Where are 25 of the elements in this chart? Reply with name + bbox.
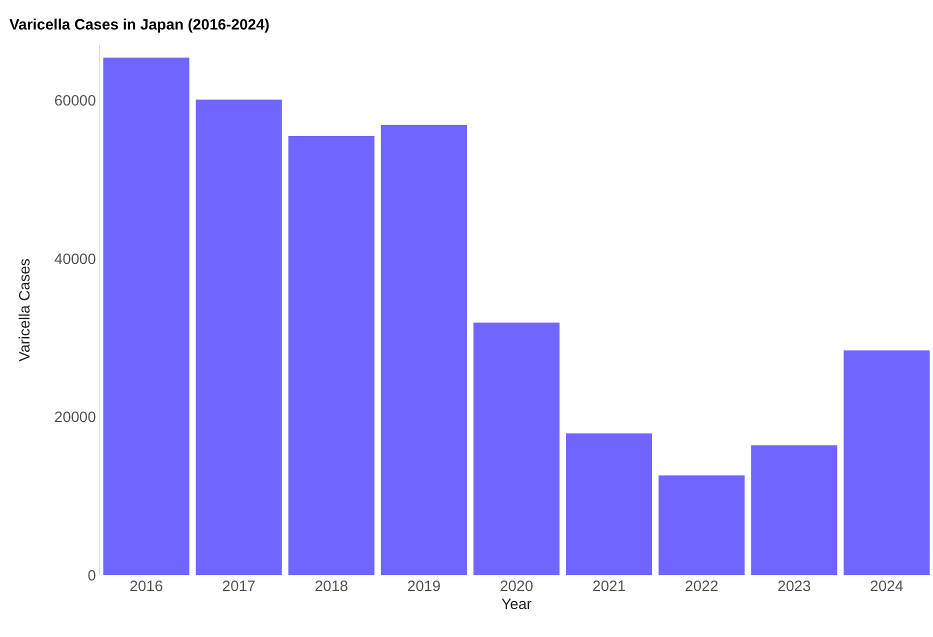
x-tick-label: 2016: [130, 578, 163, 595]
x-tick-label: 2024: [870, 578, 904, 595]
x-tick-label: 2019: [407, 578, 441, 595]
x-tick-label: 2018: [314, 578, 348, 595]
bar: [566, 433, 652, 575]
y-tick-label: 20000: [54, 409, 96, 426]
bar: [658, 475, 745, 575]
bar: [196, 100, 282, 575]
bar: [473, 322, 560, 575]
bar: [844, 350, 930, 575]
x-tick-label: 2023: [777, 578, 811, 595]
bar: [751, 445, 838, 575]
x-tick-label: 2017: [222, 578, 256, 595]
y-axis-title: Varicella Cases: [16, 258, 34, 362]
x-axis-title: Year: [501, 596, 532, 613]
bar: [288, 136, 374, 575]
x-tick-label: 2020: [500, 578, 534, 595]
x-tick-label: 2022: [684, 578, 718, 595]
bar: [380, 124, 467, 575]
y-tick-label: 60000: [54, 92, 96, 110]
y-tick-label: 40000: [54, 250, 96, 268]
bar: [103, 58, 190, 575]
x-tick-label: 2021: [592, 578, 626, 595]
chart-title: Varicella Cases in Japan (2016-2024): [9, 16, 270, 34]
y-tick-label: 0: [88, 567, 96, 584]
